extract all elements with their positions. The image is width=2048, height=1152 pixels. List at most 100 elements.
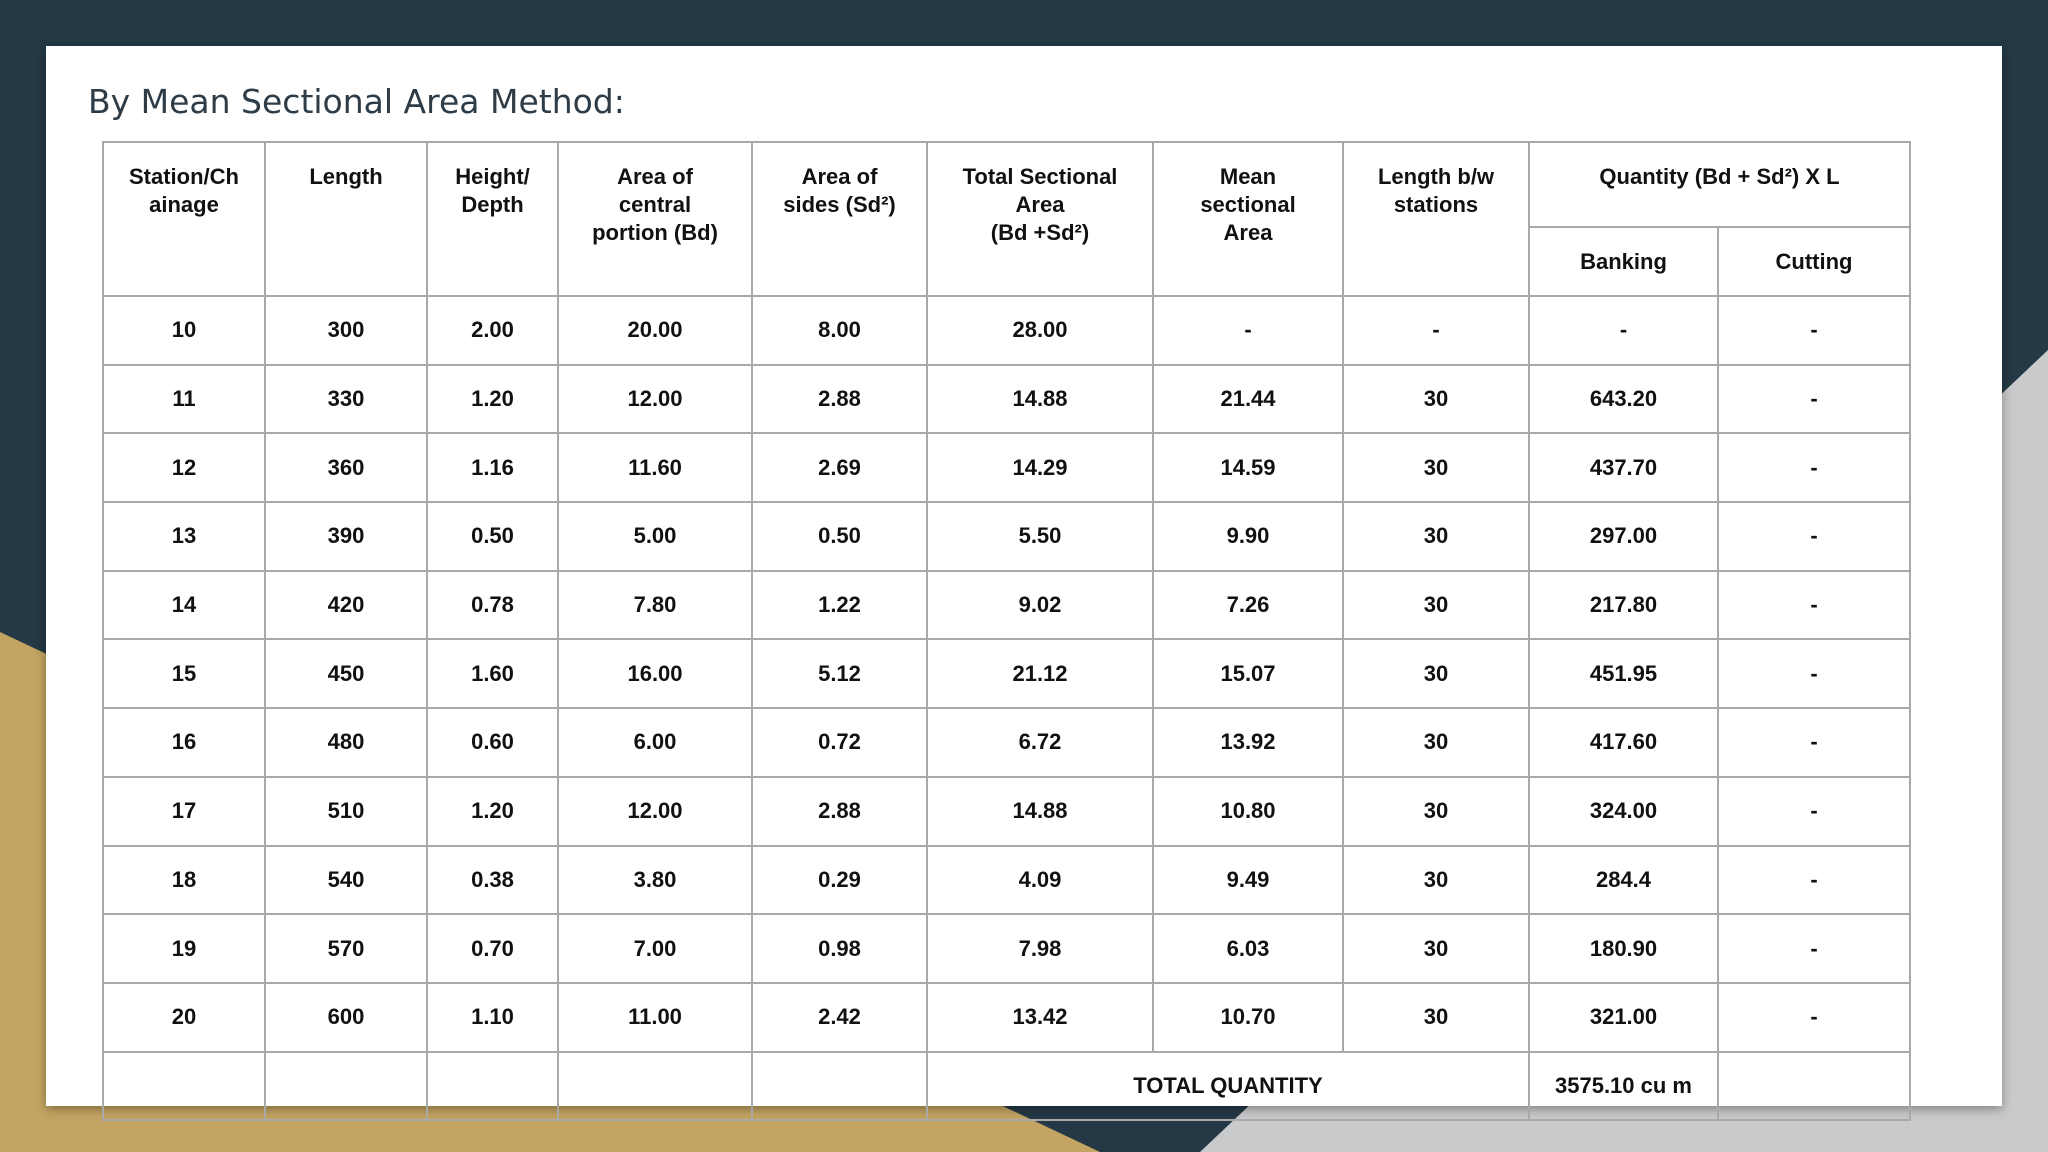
cell-length-between: - <box>1342 295 1530 366</box>
cell-area-central: 20.00 <box>557 295 753 366</box>
slide: By Mean Sectional Area Method: Station/C… <box>46 46 2002 1122</box>
total-quantity-label: TOTAL QUANTITY <box>926 1050 1530 1122</box>
cell-length: 510 <box>264 775 428 847</box>
cell-total-area: 14.29 <box>926 432 1154 504</box>
cell-area-sides: 0.50 <box>751 501 928 572</box>
cell-height: 0.38 <box>426 844 559 916</box>
header-mean-sectional-area: Mean sectional Area <box>1152 141 1344 297</box>
cell-length: 570 <box>264 913 428 984</box>
header-height-depth: Height/ Depth <box>426 141 559 297</box>
table-row: 16 480 0.60 6.00 0.72 6.72 13.92 30 417.60- <box>102 707 1911 778</box>
table-row: 10 300 2.00 20.00 8.00 28.00- - - - <box>102 295 1911 366</box>
cell-total-area: 21.12 <box>926 638 1154 710</box>
cell-banking: 643.20 <box>1528 363 1719 435</box>
header-area-central: Area of central portion (Bd) <box>557 141 753 297</box>
cell-height: 2.00 <box>426 295 559 366</box>
cell-cutting: - <box>1717 981 1911 1053</box>
cell-station: 16 <box>102 707 266 778</box>
cell-cutting: - <box>1717 432 1911 504</box>
cell-area-central: 7.80 <box>557 569 753 641</box>
cell-total-area: 5.50 <box>926 501 1154 572</box>
cell-length-between: 30 <box>1342 844 1530 916</box>
cell-area-sides: 2.42 <box>751 981 928 1053</box>
cell-banking: 217.80 <box>1528 569 1719 641</box>
cell-length: 450 <box>264 638 428 710</box>
cell-length-between: 30 <box>1342 981 1530 1053</box>
quantity-table: Station/Ch ainage Length Height/ Depth A… <box>102 141 1911 1122</box>
cell-area-sides: 1.22 <box>751 569 928 641</box>
cell-length: 330 <box>264 363 428 435</box>
cell-length: 390 <box>264 501 428 572</box>
cell-station: 18 <box>102 844 266 916</box>
cell-total-area: 9.02 <box>926 569 1154 641</box>
cell-height: 1.20 <box>426 775 559 847</box>
cell-banking: 180.90 <box>1528 913 1719 984</box>
cell-station: 15 <box>102 638 266 710</box>
cell-area-sides: 0.72 <box>751 707 928 778</box>
cell-length: 360 <box>264 432 428 504</box>
header-length-between-stations: Length b/w stations <box>1342 141 1530 297</box>
cell-cutting: - <box>1717 775 1911 847</box>
table-body: 10 300 2.00 20.00 8.00 28.00- - - -11 330 1.20 12.0… <box>102 295 1911 1122</box>
header-total-sectional-area: Total Sectional Area (Bd +Sd²) <box>926 141 1154 297</box>
cell-area-sides: 8.00 <box>751 295 928 366</box>
cell-banking: 451.95 <box>1528 638 1719 710</box>
cell-area-sides: 2.69 <box>751 432 928 504</box>
total-empty-cell <box>557 1050 753 1122</box>
cell-length-between: 30 <box>1342 913 1530 984</box>
table-row: 14 420 0.78 7.80 1.22 9.02 7.26 30 217.80- <box>102 569 1911 641</box>
header-station: Station/Ch ainage <box>102 141 266 297</box>
header-quantity: Quantity (Bd + Sd²) X L <box>1528 141 1911 228</box>
cell-area-sides: 2.88 <box>751 775 928 847</box>
cell-cutting: - <box>1717 707 1911 778</box>
cell-area-sides: 5.12 <box>751 638 928 710</box>
cell-cutting: - <box>1717 363 1911 435</box>
cell-length: 300 <box>264 295 428 366</box>
table-row: 12 360 1.16 11.60 2.69 14.29 14.59 30 437.70- <box>102 432 1911 504</box>
cell-mean-area: 6.03 <box>1152 913 1344 984</box>
cell-mean-area: 7.26 <box>1152 569 1344 641</box>
cell-mean-area: 14.59 <box>1152 432 1344 504</box>
cell-area-central: 6.00 <box>557 707 753 778</box>
cell-station: 19 <box>102 913 266 984</box>
cell-area-central: 3.80 <box>557 844 753 916</box>
cell-cutting: - <box>1717 569 1911 641</box>
cell-banking: - <box>1528 295 1719 366</box>
cell-station: 20 <box>102 981 266 1053</box>
cell-area-sides: 0.29 <box>751 844 928 916</box>
cell-station: 17 <box>102 775 266 847</box>
cell-area-central: 11.60 <box>557 432 753 504</box>
cell-length: 420 <box>264 569 428 641</box>
cell-length-between: 30 <box>1342 363 1530 435</box>
slide-title: By Mean Sectional Area Method: <box>88 82 625 121</box>
table-row: 15 450 1.60 16.00 5.12 21.12 15.07 30 451.95- <box>102 638 1911 710</box>
cell-total-area: 4.09 <box>926 844 1154 916</box>
cell-total-area: 14.88 <box>926 363 1154 435</box>
cell-length-between: 30 <box>1342 775 1530 847</box>
table-row: 13 390 0.50 5.00 0.50 5.50 9.90 30 297.00- <box>102 501 1911 572</box>
header-length: Length <box>264 141 428 297</box>
cell-banking: 417.60 <box>1528 707 1719 778</box>
cell-mean-area: 21.44 <box>1152 363 1344 435</box>
cell-mean-area: 10.80 <box>1152 775 1344 847</box>
cell-station: 13 <box>102 501 266 572</box>
cell-area-central: 11.00 <box>557 981 753 1053</box>
cell-area-sides: 2.88 <box>751 363 928 435</box>
cell-length: 540 <box>264 844 428 916</box>
cell-total-area: 7.98 <box>926 913 1154 984</box>
total-empty-cell <box>1717 1050 1911 1122</box>
total-quantity-value: 3575.10 cu m <box>1528 1050 1719 1122</box>
cell-mean-area: 9.49 <box>1152 844 1344 916</box>
cell-cutting: - <box>1717 295 1911 366</box>
cell-mean-area: - <box>1152 295 1344 366</box>
total-empty-cell <box>751 1050 928 1122</box>
cell-total-area: 13.42 <box>926 981 1154 1053</box>
cell-length: 480 <box>264 707 428 778</box>
cell-height: 0.70 <box>426 913 559 984</box>
header-banking: Banking <box>1528 226 1719 297</box>
total-empty-cell <box>426 1050 559 1122</box>
total-empty-cell <box>102 1050 266 1122</box>
cell-total-area: 14.88 <box>926 775 1154 847</box>
cell-length-between: 30 <box>1342 707 1530 778</box>
cell-length: 600 <box>264 981 428 1053</box>
